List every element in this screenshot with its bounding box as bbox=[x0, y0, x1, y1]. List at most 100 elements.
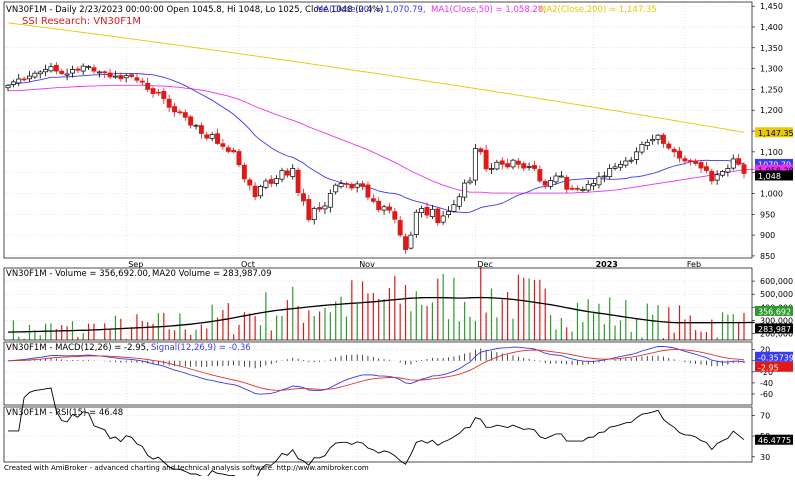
candle-body bbox=[462, 182, 468, 198]
candle-body bbox=[381, 206, 387, 211]
candle-body bbox=[27, 75, 32, 80]
candle-body bbox=[478, 148, 484, 153]
candle-body bbox=[360, 183, 366, 187]
ma50-badge-bg bbox=[755, 164, 793, 175]
candle-body bbox=[172, 106, 177, 113]
candle-body bbox=[204, 134, 210, 139]
rsi-layer bbox=[8, 387, 745, 480]
candle-body bbox=[209, 134, 215, 139]
candle-body bbox=[548, 180, 554, 187]
ma200-badge-text: 1,147.35 bbox=[758, 129, 794, 138]
candle-body bbox=[386, 206, 392, 211]
candle-body bbox=[666, 143, 672, 149]
candle-body bbox=[660, 134, 666, 144]
candle-body bbox=[575, 187, 580, 190]
macd-tick-label: 20 bbox=[760, 346, 770, 355]
candle-body bbox=[166, 98, 172, 108]
candlestick-layer bbox=[5, 62, 747, 254]
macd-layer bbox=[7, 345, 745, 395]
candle-body bbox=[634, 151, 640, 160]
candle-body bbox=[306, 199, 312, 221]
ma200-line-layer bbox=[7, 22, 745, 133]
candle-body bbox=[413, 211, 419, 235]
candle-body bbox=[483, 149, 489, 170]
price-header-ma50: MA1(Close,50) = 1,058.28, bbox=[431, 5, 546, 15]
rsi-line bbox=[8, 387, 745, 480]
candle-body bbox=[542, 181, 548, 186]
candle-body bbox=[161, 90, 167, 99]
candle-body bbox=[456, 196, 462, 207]
volume-badge-bg bbox=[755, 305, 793, 316]
candle-body bbox=[494, 161, 500, 170]
month-label: Dec bbox=[477, 260, 492, 269]
price-header-ma20: MA(Close,20) = 1,070.79, bbox=[316, 5, 426, 15]
volume-tick-label: 500,000 bbox=[760, 290, 793, 299]
candle-body bbox=[709, 170, 715, 182]
candle-body bbox=[569, 187, 575, 190]
candle-body bbox=[467, 180, 473, 184]
ma20-badge-bg bbox=[755, 158, 793, 169]
price-tick-label: 1,200 bbox=[760, 106, 783, 115]
candle-body bbox=[564, 176, 570, 190]
candle-body bbox=[392, 211, 398, 220]
candle-body bbox=[424, 206, 430, 216]
month-label: Oct bbox=[241, 260, 255, 269]
candle-body bbox=[123, 75, 129, 79]
candle-body bbox=[617, 163, 623, 168]
candle-body bbox=[741, 164, 747, 174]
candle-body bbox=[376, 200, 382, 211]
candle-body bbox=[322, 205, 328, 210]
macd-value-badge-bg bbox=[755, 361, 793, 372]
candle-body bbox=[677, 150, 682, 159]
rsi-header-label: VN30F1M - RSI(15) = 46.48 bbox=[6, 408, 123, 418]
candle-body bbox=[64, 73, 70, 76]
macd-line bbox=[7, 345, 745, 395]
candle-body bbox=[601, 175, 607, 178]
volume-tick-label: 300,000 bbox=[760, 316, 793, 325]
candle-body bbox=[440, 215, 446, 223]
price-header-ma200: MA2(Close,200) = 1,147.35 bbox=[539, 5, 657, 15]
ma50-line bbox=[8, 84, 755, 194]
candle-body bbox=[408, 234, 414, 249]
candle-body bbox=[693, 160, 699, 164]
ma200-badge-bg bbox=[755, 127, 793, 138]
candle-body bbox=[628, 159, 634, 162]
candle-body bbox=[231, 150, 237, 153]
candle-body bbox=[682, 158, 688, 162]
candle-body bbox=[327, 193, 333, 208]
candle-body bbox=[429, 208, 435, 217]
candle-body bbox=[505, 163, 511, 168]
candle-body bbox=[182, 112, 188, 118]
price-tick-label: 1,400 bbox=[760, 23, 783, 32]
candle-body bbox=[91, 67, 97, 72]
candle-body bbox=[526, 166, 532, 168]
price-tick-label: 1,300 bbox=[760, 65, 783, 74]
rsi-tick-label: 70 bbox=[760, 411, 770, 420]
price-tick-label: 1,100 bbox=[760, 148, 783, 157]
candle-body bbox=[5, 84, 11, 89]
candle-body bbox=[263, 180, 269, 188]
candle-body bbox=[258, 186, 263, 197]
candle-body bbox=[118, 75, 124, 79]
candle-body bbox=[21, 78, 27, 81]
candle-body bbox=[714, 174, 720, 181]
macd-value-badge-text: -2.95 bbox=[758, 363, 779, 372]
candle-body bbox=[736, 158, 742, 165]
macd-value-badge: -2.95 bbox=[755, 361, 793, 372]
candle-body bbox=[446, 211, 451, 216]
candle-body bbox=[397, 220, 403, 236]
footer-credit: Created with AmiBroker - advanced charti… bbox=[4, 464, 369, 472]
rsi-pane-frame bbox=[3, 406, 753, 463]
candle-body bbox=[591, 183, 597, 187]
rsi-badge-text: 46.4775 bbox=[758, 436, 791, 445]
candle-body bbox=[247, 179, 253, 186]
candle-body bbox=[596, 176, 602, 186]
candle-body bbox=[317, 207, 323, 210]
month-label: Sep bbox=[128, 260, 143, 269]
candle-body bbox=[521, 163, 527, 169]
price-pane-frame bbox=[3, 1, 753, 259]
ma200-line bbox=[7, 22, 745, 133]
candle-body bbox=[295, 169, 301, 193]
candle-body bbox=[225, 147, 231, 152]
